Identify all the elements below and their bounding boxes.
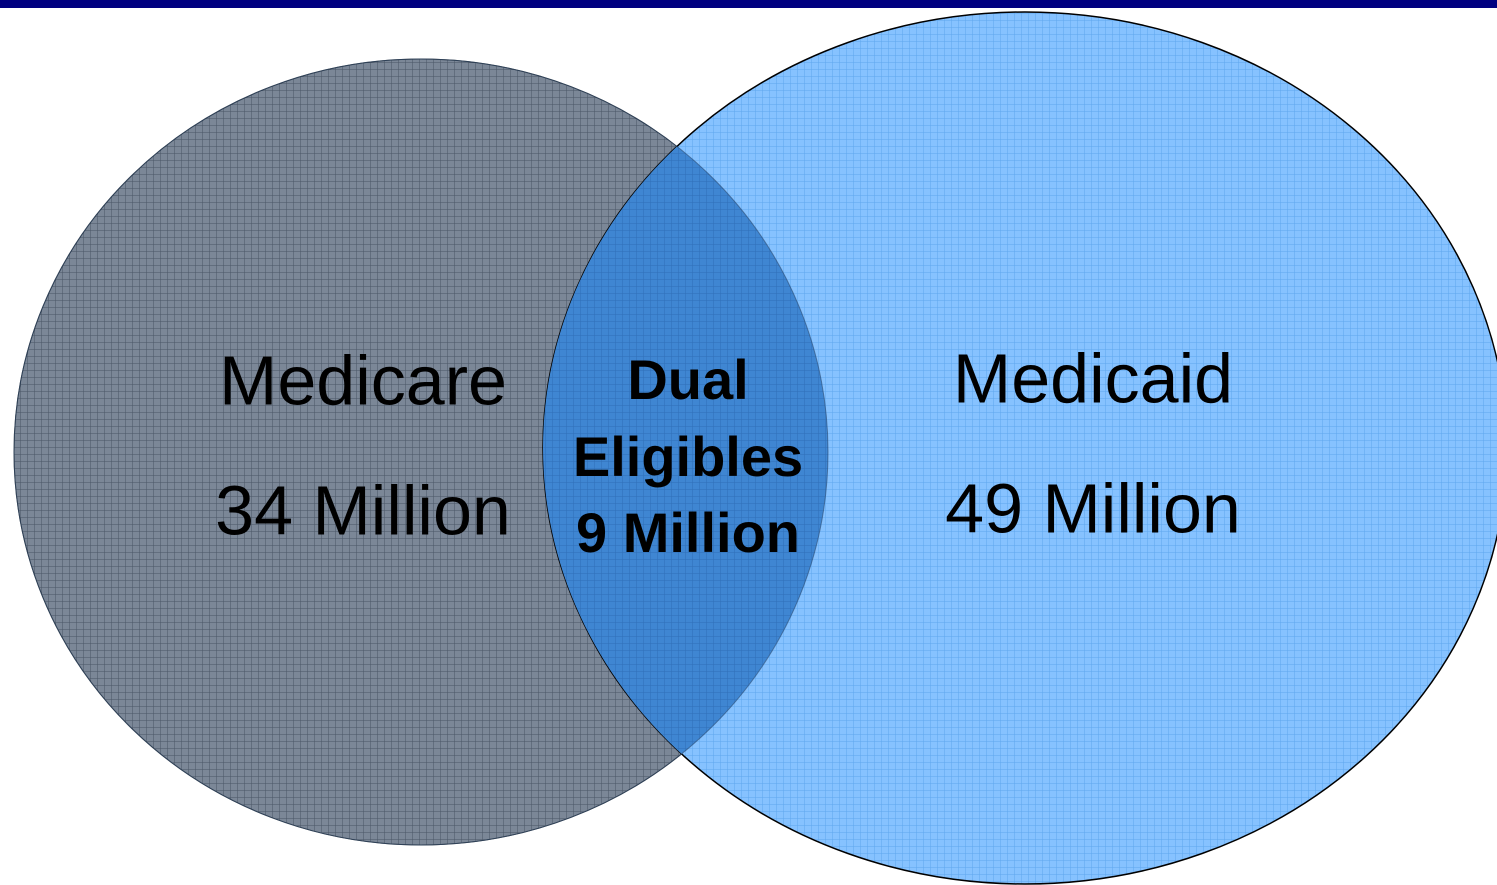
medicare-outline [13, 58, 829, 846]
intersection-count: 9 Million [576, 501, 800, 564]
set-count: 34 Million [215, 471, 511, 549]
set-count: 49 Million [945, 469, 1241, 547]
set-label: Medicare [219, 341, 507, 419]
top-bar [0, 0, 1497, 8]
set-label: Medicaid [953, 339, 1233, 417]
intersection-label: Dual [627, 348, 748, 411]
intersection-label: Eligibles [573, 425, 803, 488]
